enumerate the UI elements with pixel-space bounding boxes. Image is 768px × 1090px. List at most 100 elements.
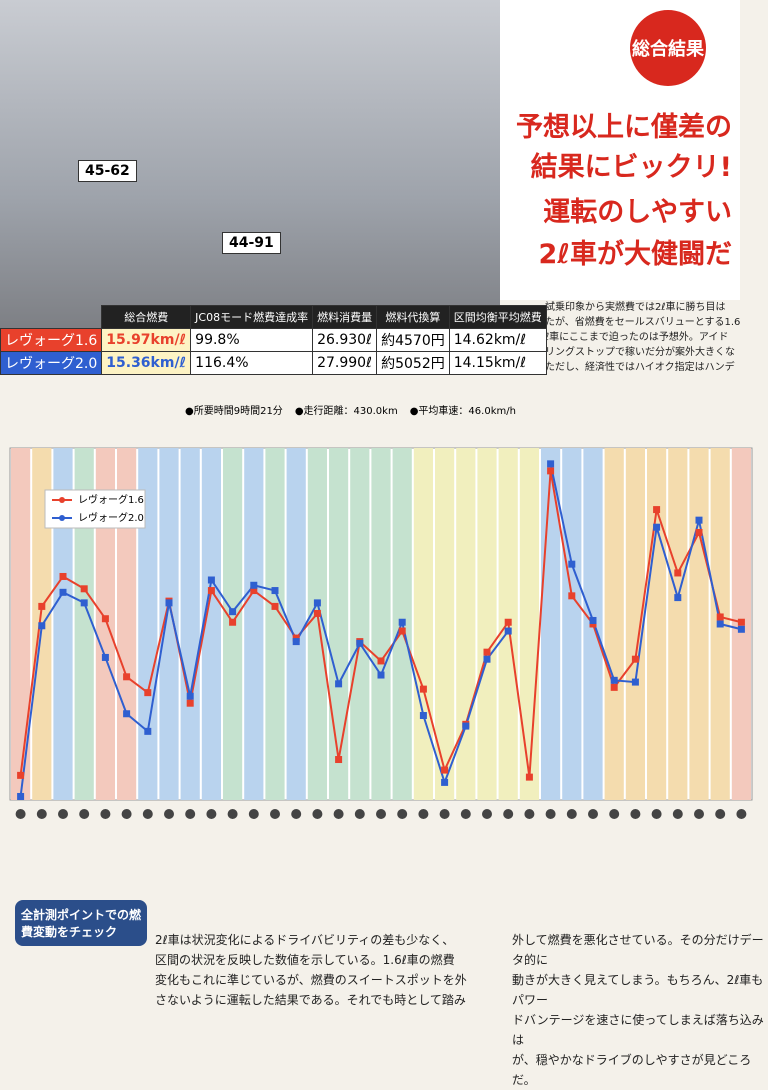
band	[350, 448, 370, 800]
point	[695, 528, 703, 536]
side-line: 試乗印象から実燃費では2ℓ車に勝ち目は	[545, 302, 726, 313]
row: レヴォーグ2.0 15.36km/ℓ 116.4% 27.990ℓ 約5052円 14.1…	[0, 351, 547, 375]
section-marker	[694, 809, 704, 819]
series-line	[19, 463, 742, 797]
point	[271, 602, 279, 610]
point	[610, 683, 618, 691]
point	[207, 576, 215, 584]
legend-dot	[59, 515, 65, 521]
body-line: ドバンテージを速さに使ってしまえば落ち込みは	[512, 1013, 764, 1047]
headline: 2ℓ車が大健闘だ	[538, 239, 732, 270]
body-line: さないように運転した結果である。それでも時として踏み	[155, 993, 466, 1007]
section-marker	[609, 809, 620, 819]
section-marker	[100, 809, 111, 819]
point	[377, 657, 385, 665]
band	[286, 448, 306, 800]
side-line: ただし、経済性ではハイオク指定はハンデ	[545, 362, 735, 373]
point	[525, 773, 533, 781]
cell: 約4570円	[376, 328, 450, 352]
point	[653, 506, 661, 514]
section-marker	[588, 809, 598, 819]
point	[229, 608, 237, 616]
blank	[1, 306, 102, 329]
section-marker	[142, 809, 153, 819]
point	[610, 676, 618, 684]
section-marker	[482, 809, 492, 819]
section-marker	[418, 809, 429, 819]
point	[144, 727, 152, 735]
cell: 14.62km/ℓ	[448, 328, 547, 352]
band	[689, 448, 709, 800]
point	[674, 594, 682, 602]
section-marker	[524, 809, 535, 819]
band	[117, 448, 137, 800]
point	[398, 627, 406, 635]
point	[441, 778, 449, 786]
point	[123, 710, 131, 718]
band	[456, 448, 476, 800]
cell: 99.8%	[190, 328, 314, 352]
badge: 総合結果	[630, 10, 706, 86]
point	[250, 587, 258, 595]
band	[11, 448, 31, 800]
point	[398, 618, 406, 626]
cell: 116.4%	[190, 351, 314, 375]
point	[186, 692, 194, 700]
section-marker	[291, 809, 302, 819]
section-marker	[248, 809, 259, 819]
note: ●平均車速：46.0km/h	[409, 406, 516, 417]
cell: 約5052円	[376, 351, 450, 375]
point	[695, 516, 703, 524]
point	[441, 766, 449, 774]
point	[17, 771, 25, 779]
notes: ●所要時間9時間21分 ●走行距離：430.0km ●平均車速：46.0km/h	[185, 402, 528, 417]
section-box: 全計測ポイントでの燃費変動をチェック	[15, 900, 147, 946]
band	[95, 448, 115, 800]
point	[101, 653, 109, 661]
point	[144, 689, 152, 697]
body-left: 2ℓ車は状況変化によるドライバビリティの差も少なく、 区間の状況を反映した数値を示…	[155, 930, 467, 1010]
header: 燃料代換算	[376, 305, 450, 329]
cell: 15.97km/ℓ	[101, 328, 192, 352]
point	[462, 722, 470, 730]
cell: 14.15km/ℓ	[448, 351, 547, 375]
section-marker	[206, 809, 217, 819]
cell: 15.36km/ℓ	[101, 351, 192, 375]
body-right: 外して燃費を悪化させている。その分だけデータ的に 動きが大きく見えてしまう。もちろ…	[512, 930, 768, 1090]
point	[653, 523, 661, 531]
body-line: 外して燃費を悪化させている。その分だけデータ的に	[512, 933, 764, 967]
headline: 結果にビックリ!	[530, 152, 732, 183]
section-marker	[164, 809, 174, 819]
section-marker	[312, 809, 323, 819]
cell: 27.990ℓ	[312, 351, 378, 375]
legend-dot	[59, 497, 65, 503]
headline-panel: 総合結果 予想以上に僅差の 結果にビックリ! 運転のしやすい 2ℓ車が大健闘だ	[500, 0, 740, 300]
body-line: 2ℓ車は状況変化によるドライバビリティの差も少なく、	[155, 933, 455, 947]
side-line: リングストップで稼いだ分が案外大きくな	[545, 347, 735, 358]
point	[377, 671, 385, 679]
body-line: 区間の状況を反映した数値を示している。1.6ℓ車の燃費	[155, 953, 455, 967]
point	[335, 756, 343, 764]
legend-label: レヴォーグ1.6	[78, 493, 144, 506]
point	[674, 569, 682, 577]
side-text: 試乗印象から実燃費では2ℓ車に勝ち目は たが、省燃費をセールスバリューとする1.6…	[545, 300, 740, 375]
plate: 45-62	[78, 160, 137, 182]
section-marker	[79, 809, 90, 819]
band	[180, 448, 200, 800]
band	[244, 448, 264, 800]
section-marker	[36, 809, 47, 819]
point	[38, 602, 46, 610]
point	[716, 613, 724, 621]
point	[335, 680, 343, 688]
section-marker	[736, 809, 747, 819]
section-marker	[545, 809, 556, 819]
band	[668, 448, 688, 800]
point	[737, 618, 745, 626]
point	[568, 560, 576, 568]
band	[138, 448, 158, 800]
section-marker	[121, 809, 132, 819]
section-marker	[397, 809, 408, 819]
point	[568, 592, 576, 600]
band	[647, 448, 667, 800]
